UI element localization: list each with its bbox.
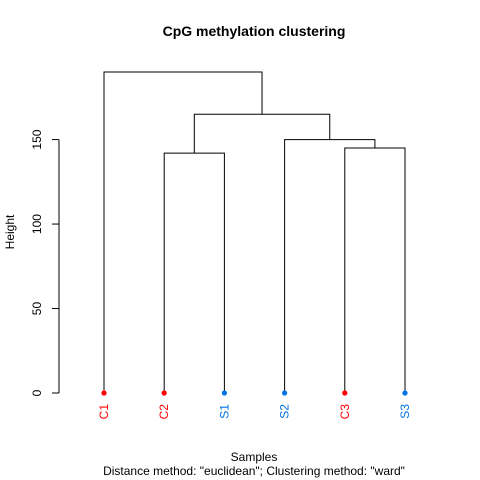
dendrogram-merge xyxy=(163,152,225,393)
leaf-point xyxy=(161,390,167,396)
y-tick-label: 50 xyxy=(30,302,44,316)
x-axis-label: Samples xyxy=(231,450,278,464)
chart-subtitle: Distance method: "euclidean"; Clustering… xyxy=(103,464,405,478)
dendrogram-merge xyxy=(344,147,406,393)
leaf-point xyxy=(101,390,107,396)
leaf-label: C1 xyxy=(97,404,111,420)
dendrogram-leaves: C1 C2 S1 S2 C3 S3 xyxy=(97,390,412,419)
dendrogram-branches xyxy=(103,71,406,393)
dendrogram-merge xyxy=(284,139,376,393)
leaf-label: S3 xyxy=(398,404,412,419)
y-axis: 0 50 100 150 xyxy=(30,129,60,396)
leaf-point xyxy=(402,390,408,396)
leaf-label: C2 xyxy=(157,404,171,420)
y-tick-label: 150 xyxy=(30,129,44,149)
leaf-point xyxy=(342,390,348,396)
leaf-label: S1 xyxy=(217,404,231,419)
leaf-label: S2 xyxy=(278,404,292,419)
dendrogram-merge xyxy=(193,113,331,154)
dendrogram-merge xyxy=(103,71,263,393)
y-tick-label: 0 xyxy=(30,389,44,396)
chart-title: CpG methylation clustering xyxy=(163,23,346,39)
y-tick-label: 100 xyxy=(30,214,44,234)
leaf-point xyxy=(282,390,288,396)
leaf-label: C3 xyxy=(338,404,352,420)
y-axis-label: Height xyxy=(3,214,17,249)
leaf-point xyxy=(221,390,227,396)
